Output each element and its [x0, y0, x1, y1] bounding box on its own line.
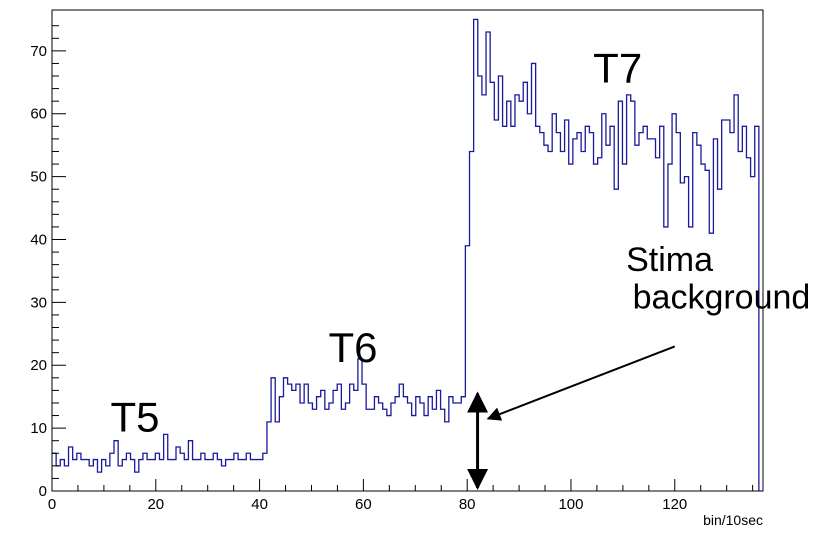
y-tick-label: 30: [30, 294, 47, 311]
y-tick-label: 10: [30, 420, 47, 437]
x-tick-label: 80: [459, 496, 476, 513]
x-tick-label: 40: [251, 496, 268, 513]
y-tick-label: 50: [30, 169, 47, 186]
x-tick-label: 0: [48, 496, 56, 513]
y-tick-label: 0: [39, 483, 47, 500]
y-tick-label: 70: [30, 43, 47, 60]
y-tick-label: 40: [30, 231, 47, 248]
x-tick-label: 20: [147, 496, 164, 513]
ticks-group: 0 20 40 60 80 100 120 0 10 20 30 40 50 60 70: [30, 25, 754, 513]
series-group: [52, 18, 763, 492]
x-axis-title: bin/10sec: [703, 512, 763, 528]
annotation-background: background: [633, 279, 811, 317]
x-tick-label: 100: [558, 496, 583, 513]
y-tick-label: 20: [30, 357, 47, 374]
x-tick-label: 120: [662, 496, 687, 513]
annotation-stima: Stima: [626, 241, 713, 279]
x-tick-label: 60: [355, 496, 372, 513]
y-tick-label: 60: [30, 106, 47, 123]
annotation-t5: T5: [111, 393, 160, 440]
series-line-0: [52, 18, 763, 492]
axes-frame: [51, 9, 764, 492]
annotation-t6: T6: [328, 324, 377, 371]
plot-frame: [51, 9, 764, 492]
pointer-arrow: [486, 345, 676, 421]
annotation-t7: T7: [593, 44, 642, 91]
